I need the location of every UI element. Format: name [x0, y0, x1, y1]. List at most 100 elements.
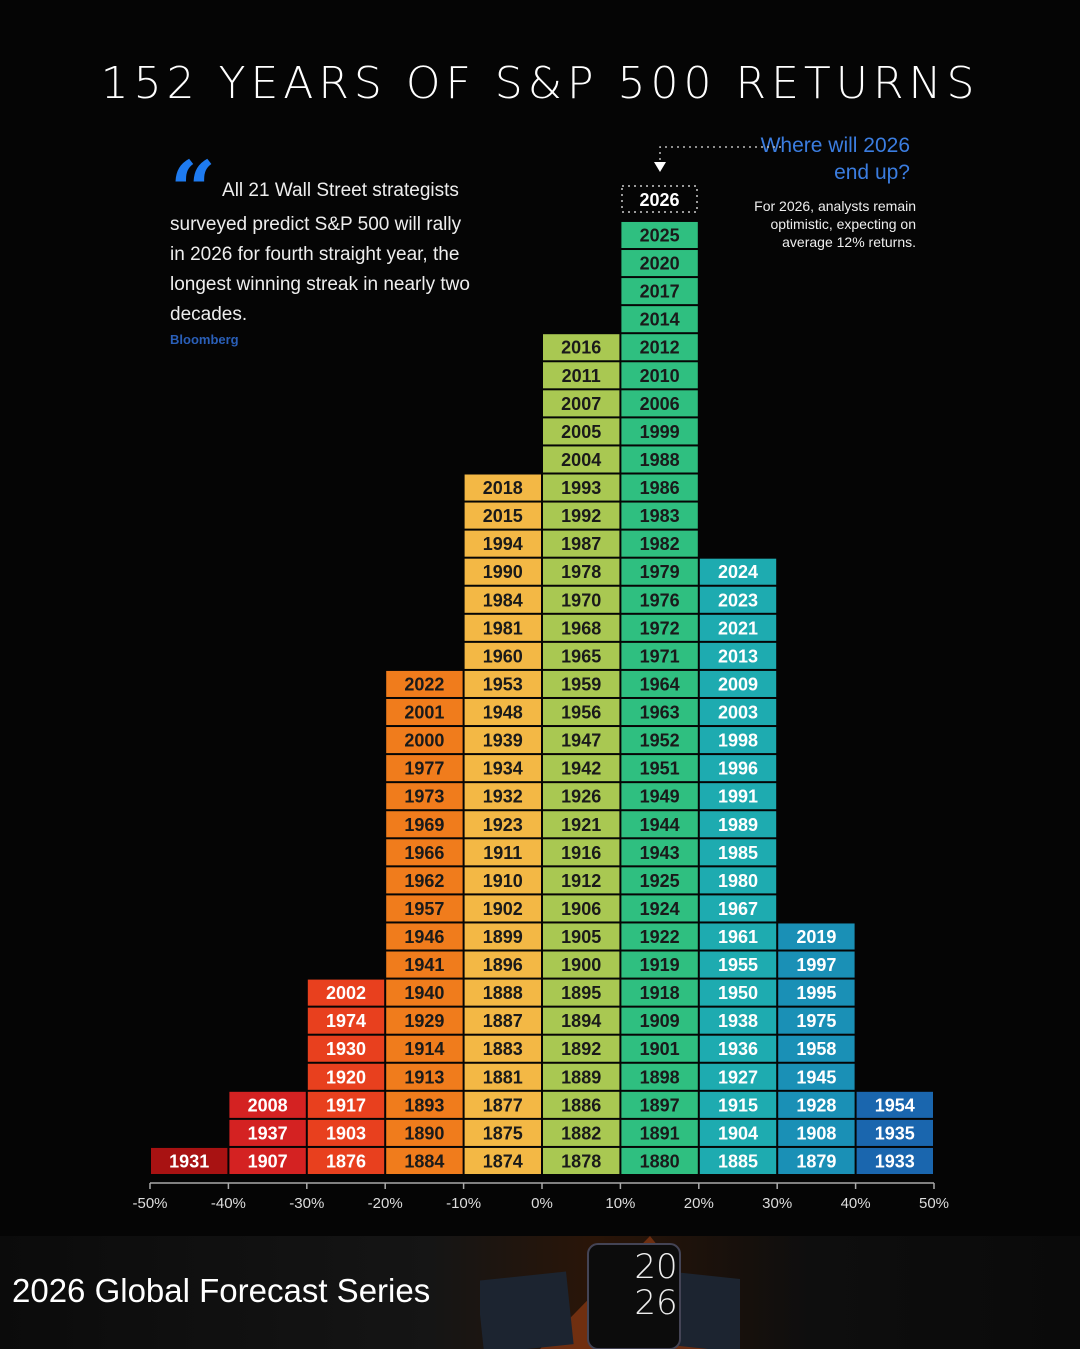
year-label: 1954 [875, 1095, 915, 1115]
year-label: 1913 [404, 1067, 444, 1087]
chart-title: 152 YEARS OF S&P 500 RETURNS [100, 58, 980, 109]
year-cell [464, 923, 541, 950]
year-label: 2019 [796, 927, 836, 947]
year-label: 1957 [404, 899, 444, 919]
year-cell [229, 1091, 306, 1118]
year-label: 1929 [404, 1011, 444, 1031]
year-label: 1995 [796, 983, 836, 1003]
year-cell [543, 334, 620, 361]
quote-text: All 21 Wall Street strategists surveyed … [170, 180, 470, 325]
year-cell [621, 895, 698, 922]
year-cell [386, 783, 463, 810]
year-label: 1898 [640, 1067, 680, 1087]
year-label: 1934 [483, 759, 523, 779]
year-cell [778, 1119, 855, 1146]
year-label: 1883 [483, 1039, 523, 1059]
year-label: 2018 [483, 478, 523, 498]
year-cell [778, 1035, 855, 1062]
year-cell [307, 1035, 385, 1062]
year-cell [543, 1091, 620, 1118]
year-label: 2023 [718, 590, 758, 610]
year-cell [699, 923, 777, 950]
year-cell [543, 558, 620, 585]
year-label: 2015 [483, 506, 523, 526]
year-cell [699, 895, 777, 922]
year-cell [699, 670, 777, 697]
year-cell [464, 1063, 541, 1090]
year-label: 1896 [483, 955, 523, 975]
year-cell [464, 642, 541, 669]
year-cell [464, 614, 541, 641]
x-tick-label: -50% [132, 1195, 167, 1212]
year-label: 2008 [248, 1095, 288, 1115]
year-label: 1941 [404, 955, 444, 975]
year-label: 1921 [561, 815, 601, 835]
year-cell [543, 1119, 620, 1146]
year-label: 1881 [483, 1067, 523, 1087]
year-cell [621, 951, 698, 978]
year-label: 1907 [248, 1151, 288, 1171]
year-label: 1919 [640, 955, 680, 975]
year-label: 1906 [561, 899, 601, 919]
year-cell [464, 474, 541, 501]
year-label: 1979 [640, 562, 680, 582]
year-cell [543, 1007, 620, 1034]
year-cell [621, 923, 698, 950]
year-label: 1987 [561, 534, 601, 554]
year-label: 1952 [640, 731, 680, 751]
x-tick-label: 0% [531, 1195, 553, 1212]
year-cell [464, 1091, 541, 1118]
year-label: 2003 [718, 703, 758, 723]
year-label: 1932 [483, 787, 523, 807]
year-label: 1923 [483, 815, 523, 835]
year-label: 1982 [640, 534, 680, 554]
year-label: 1930 [326, 1039, 366, 1059]
year-cell [856, 1091, 933, 1118]
year-cell [778, 1063, 855, 1090]
year-label: 1991 [718, 787, 758, 807]
year-cell [699, 1063, 777, 1090]
year-label: 1917 [326, 1095, 366, 1115]
year-label: 1990 [483, 562, 523, 582]
year-cell [543, 670, 620, 697]
year-label: 1984 [483, 590, 523, 610]
year-cell [621, 586, 698, 613]
year-label: 2012 [640, 338, 680, 358]
year-cell [699, 783, 777, 810]
year-label: 1937 [248, 1123, 288, 1143]
year-label: 1922 [640, 927, 680, 947]
year-cell [621, 1147, 698, 1174]
year-label: 2006 [640, 394, 680, 414]
year-cell [621, 390, 698, 417]
year-label: 1915 [718, 1095, 758, 1115]
year-cell [543, 418, 620, 445]
year-cell [464, 783, 541, 810]
quote-block: “All 21 Wall Street strategists surveyed… [170, 150, 470, 348]
year-label: 2017 [640, 282, 680, 302]
callout-connector [659, 146, 785, 160]
year-cell [543, 502, 620, 529]
year-label: 1909 [640, 1011, 680, 1031]
year-label: 1882 [561, 1123, 601, 1143]
year-label: 1891 [640, 1123, 680, 1143]
year-cell [621, 642, 698, 669]
year-cell [699, 755, 777, 782]
year-cell [386, 1035, 463, 1062]
year-cell [621, 221, 698, 249]
year-label: 1945 [796, 1067, 836, 1087]
year-cell [464, 727, 541, 754]
year-label: 1966 [404, 843, 444, 863]
year-label: 1947 [561, 731, 601, 751]
year-label: 1948 [483, 703, 523, 723]
year-label: 1960 [483, 646, 523, 666]
year-cell [699, 811, 777, 838]
year-cell [621, 446, 698, 473]
year-cell [543, 390, 620, 417]
year-cell [543, 446, 620, 473]
year-cell [699, 1091, 777, 1118]
year-cell [386, 839, 463, 866]
year-label: 1890 [404, 1123, 444, 1143]
year-cell [464, 867, 541, 894]
year-label: 1888 [483, 983, 523, 1003]
year-label: 1894 [561, 1011, 601, 1031]
